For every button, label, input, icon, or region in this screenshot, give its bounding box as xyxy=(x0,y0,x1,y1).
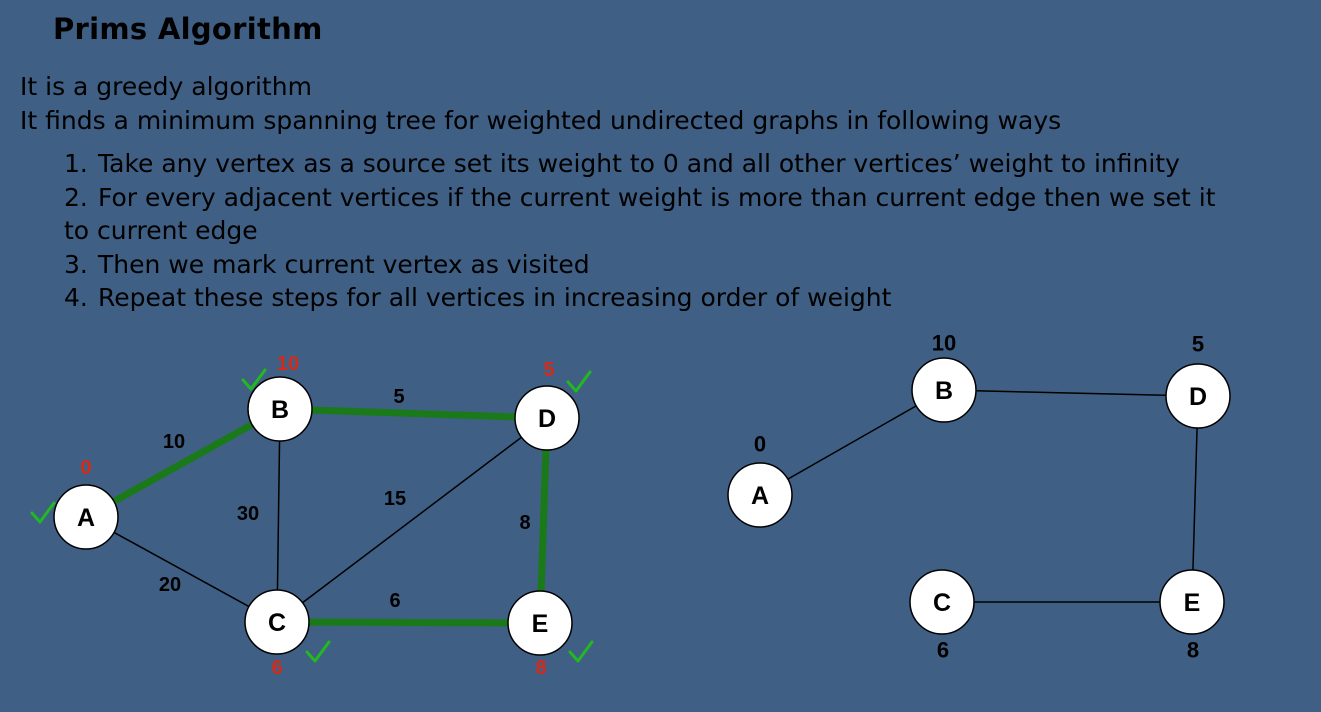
mst-node-C xyxy=(909,569,975,635)
graph-edge-D-E xyxy=(536,417,551,624)
graph-node-label-D: D xyxy=(538,405,556,433)
step-2-continuation: to current edge xyxy=(64,216,258,245)
graph-node-E xyxy=(507,590,573,656)
page-title: Prims Algorithm xyxy=(53,12,323,46)
step-1: 1. Take any vertex as a source set its we… xyxy=(64,147,1216,181)
graph-node-weight-A: 0 xyxy=(80,457,91,479)
step-text: Then we mark current vertex as visited xyxy=(98,249,590,279)
edge-weight-D-E: 8 xyxy=(519,512,530,534)
mst-node-A xyxy=(727,462,793,528)
edge-weight-B-C: 30 xyxy=(237,503,259,525)
mst-node-weight-D: 5 xyxy=(1192,332,1204,357)
graph-node-D xyxy=(514,385,580,451)
graph-node-weight-E: 8 xyxy=(535,657,546,679)
step-text: For every adjacent vertices if the curre… xyxy=(98,182,1216,212)
graph-node-label-C: C xyxy=(268,609,286,637)
graph-node-label-E: E xyxy=(532,610,549,638)
intro-line-1: It is a greedy algorithm xyxy=(20,72,312,101)
check-icon xyxy=(566,370,592,393)
mst-edge-B-D xyxy=(943,389,1199,397)
graph-node-label-B: B xyxy=(271,396,289,424)
mst-node-D xyxy=(1165,363,1231,429)
graph-node-weight-B: 10 xyxy=(277,353,299,375)
mst-edge-A-B xyxy=(759,389,945,496)
graph-node-B xyxy=(247,376,313,442)
mst-node-weight-E: 8 xyxy=(1187,638,1199,663)
mst-node-label-D: D xyxy=(1189,383,1207,411)
edge-weight-B-D: 5 xyxy=(393,386,404,408)
step-text: Repeat these steps for all vertices in i… xyxy=(98,283,892,312)
graph-edge-B-D xyxy=(279,405,548,422)
step-2: 2. For every adjacent vertices if the cur… xyxy=(64,181,1216,215)
step-3: 3. Then we mark current vertex as visited xyxy=(64,248,1216,282)
mst-node-label-C: C xyxy=(933,589,951,617)
step-4: 4. Repeat these steps for all vertices in… xyxy=(64,281,1216,315)
graph-edge-C-E xyxy=(276,618,541,627)
edge-weight-C-E: 6 xyxy=(389,590,400,612)
edge-weight-C-D: 15 xyxy=(384,488,406,510)
step-number: 4. xyxy=(64,283,88,312)
graph-node-C xyxy=(244,589,310,655)
mst-node-weight-C: 6 xyxy=(937,638,949,663)
graph-edge-B-C xyxy=(276,408,281,623)
mst-node-label-E: E xyxy=(1184,589,1201,617)
graph-node-label-A: A xyxy=(77,504,95,532)
mst-edge-D-E xyxy=(1191,395,1199,603)
edge-weight-A-B: 10 xyxy=(163,431,185,453)
check-icon xyxy=(241,368,267,391)
check-icon xyxy=(30,501,56,524)
graph-edge-A-C xyxy=(85,516,278,623)
graph-node-weight-D: 5 xyxy=(543,359,554,381)
mst-node-weight-A: 0 xyxy=(754,432,766,457)
mst-node-label-B: B xyxy=(935,377,953,405)
mst-node-weight-B: 10 xyxy=(932,331,956,356)
check-icon xyxy=(568,640,594,663)
edge-weight-A-C: 20 xyxy=(159,574,181,596)
step-number: 3. xyxy=(64,249,88,279)
graph-node-A xyxy=(53,484,119,550)
intro-line-2: It finds a minimum spanning tree for wei… xyxy=(20,106,1062,135)
step-text: Take any vertex as a source set its weig… xyxy=(98,149,1180,178)
mst-node-E xyxy=(1159,569,1225,635)
step-number: 1. xyxy=(64,149,88,178)
mst-node-B xyxy=(911,357,977,423)
graph-edge-A-B xyxy=(84,405,282,521)
graph-node-weight-C: 6 xyxy=(271,657,282,679)
graph-edge-C-D xyxy=(276,417,548,623)
mst-node-label-A: A xyxy=(751,482,769,510)
check-icon xyxy=(305,640,331,663)
steps-list: 1. Take any vertex as a source set its we… xyxy=(64,147,1216,315)
step-number: 2. xyxy=(64,182,88,212)
